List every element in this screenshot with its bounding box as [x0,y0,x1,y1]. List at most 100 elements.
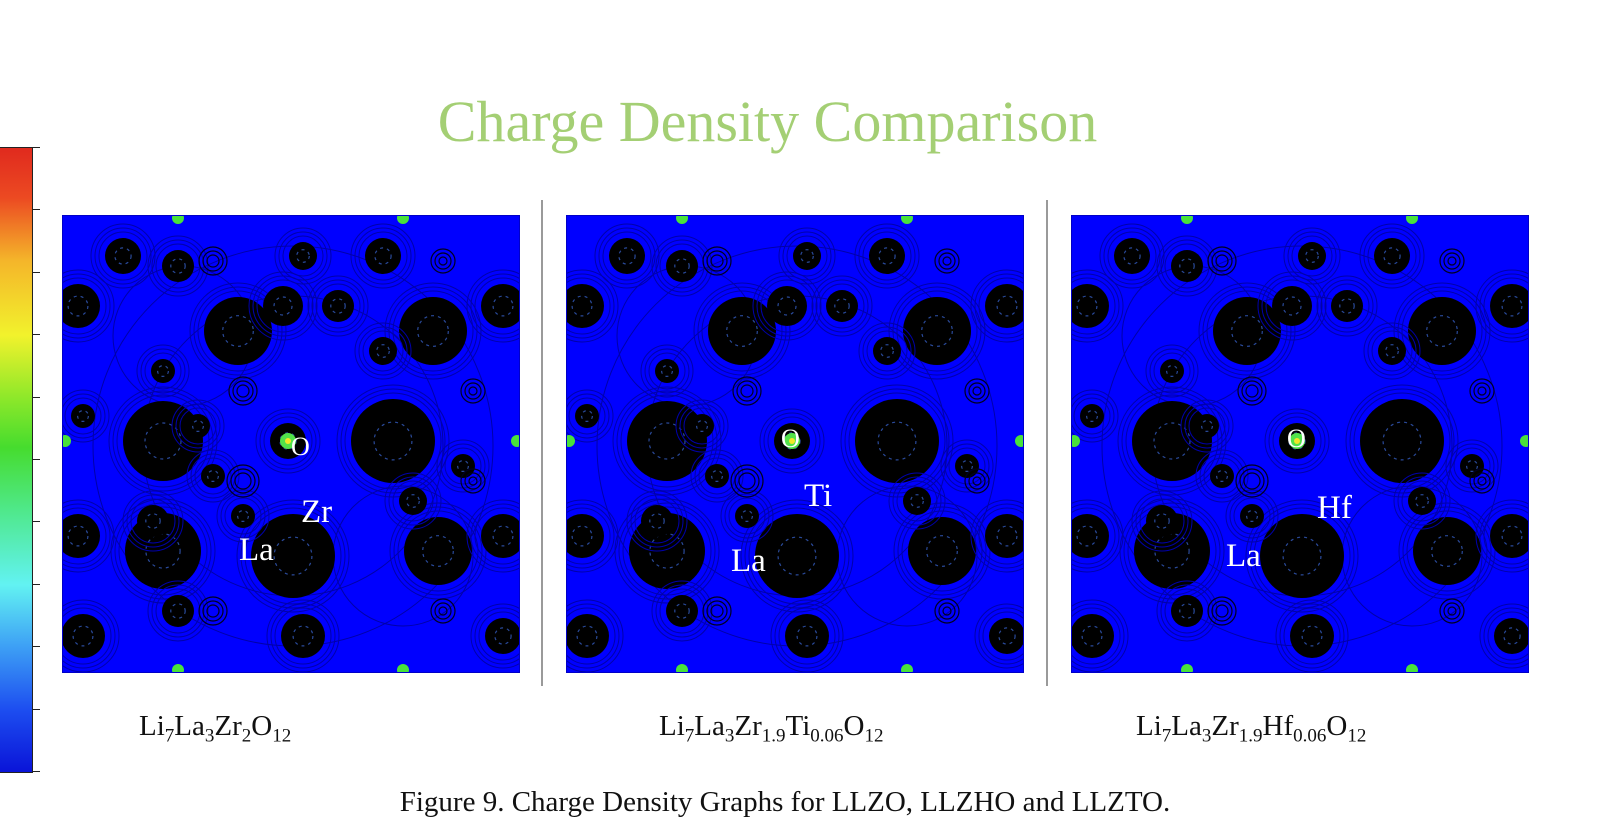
contour-line [974,603,1023,669]
contour-line [292,625,314,647]
high-density-region [1114,238,1150,274]
high-density-region [755,514,839,598]
high-density-region [263,286,303,326]
contour-line [1156,235,1218,297]
contour-line [567,503,615,569]
contour-ring [964,378,990,404]
low-density-spot [567,435,575,447]
contour-line [1264,408,1330,474]
low-density-spot [397,216,409,224]
formula-element: Li [659,710,685,742]
contour-line [970,499,1023,573]
label-oxygen: O [1287,424,1306,453]
contour-ring [230,468,256,494]
colorbar-tick [32,396,40,398]
contour-line [1086,410,1099,423]
contour-line [1402,506,1492,596]
contour-line [815,279,869,333]
contour-line [1257,271,1327,341]
label-la: La [239,532,274,568]
contour-line [620,394,714,488]
contour-line [492,295,514,317]
contour-line [598,227,656,285]
contour-line [568,397,606,435]
contour-line [1139,498,1185,544]
high-density-region [481,514,519,558]
contour-line [358,326,408,376]
high-density-region [785,614,829,658]
contour-line [1383,247,1401,265]
formula-element: Zr [1211,710,1239,742]
high-density-region [481,284,519,328]
contour-line [1363,227,1421,285]
formula-subscript: 12 [864,725,884,747]
contour-line [1249,503,1355,609]
contour-line [1149,348,1195,394]
contour-ring [460,468,486,494]
contour-line [1301,625,1323,647]
contour-ring [1207,246,1237,276]
contour-line [63,269,115,343]
contour-ring [202,600,224,622]
contour-line [674,258,690,274]
contour-line [1393,472,1451,530]
contour-line [494,627,512,645]
contour-ring [236,384,250,398]
contour-ring [1211,250,1233,272]
contour-line [274,607,332,665]
high-density-region [1195,414,1219,438]
formula-subscript: 7 [684,725,695,747]
contour-ring [1447,256,1457,266]
high-density-region [1171,250,1203,282]
contour-line [567,269,619,343]
label-oxygen: O [291,432,310,461]
contour-line [63,393,106,439]
contour-line [892,476,942,526]
contour-line [130,498,176,544]
label-la: La [1226,538,1261,574]
charge-density-plot-llzo: La Zr O [62,215,520,673]
contour-line [782,231,832,281]
contour-line [77,410,90,423]
high-density-region [1171,595,1203,627]
high-density-region [1408,487,1436,515]
contour-line [1076,525,1098,547]
contour-ring [934,598,960,624]
label-dopant: Ti [804,478,832,514]
high-density-region [735,504,759,528]
label-dopant: Zr [301,494,332,530]
colorbar-tick [32,271,40,273]
high-density-region [575,404,599,428]
contour-line [910,494,924,508]
contour-line [273,536,313,576]
contour-ring [198,246,228,276]
high-density-region [708,297,776,365]
contour-line [948,447,986,485]
high-density-region [1260,514,1344,598]
contour-line [393,506,483,596]
contour-line [90,223,156,289]
label-dopant: Hf [1317,490,1352,526]
contour-line [878,247,896,265]
contour-line [1245,499,1359,613]
contour-line [1072,503,1120,569]
formula-element: O [1326,710,1348,742]
contour-line [1072,603,1125,669]
contour-line [1501,295,1523,317]
contour-line [626,490,688,552]
contour-line [350,223,416,289]
contour-line [1479,503,1528,569]
high-density-region [201,464,225,488]
contour-line [248,271,318,341]
contour-ring [232,380,254,402]
contour-line [474,277,519,335]
high-density-region [1360,399,1444,483]
contour-ring [736,380,758,402]
contour-line [648,422,686,460]
contour-ring [1443,602,1461,620]
contour-line [311,279,365,333]
high-density-region [666,250,698,282]
contour-ring [438,256,448,266]
contour-line [567,603,620,669]
high-density-region [985,514,1023,558]
